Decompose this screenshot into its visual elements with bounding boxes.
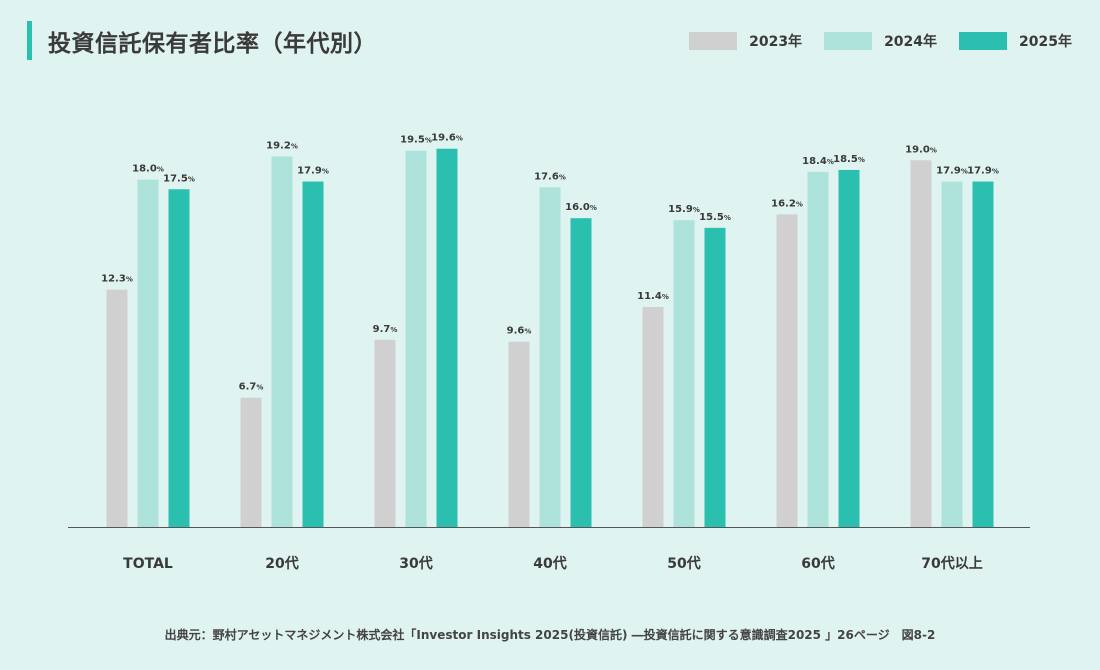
data-label: 17.6%	[534, 171, 566, 182]
data-label: 17.9%	[936, 166, 968, 177]
data-label: 17.9%	[967, 166, 999, 177]
data-label: 6.7%	[239, 382, 264, 393]
bar-2023年-70代以上	[910, 160, 932, 528]
data-label: 11.4%	[637, 291, 669, 302]
bar-2023年-50代	[642, 306, 664, 527]
x-tick-label: 30代	[399, 555, 432, 572]
bar-2025年-50代	[704, 227, 726, 527]
legend-item-2025: 2025年	[959, 31, 1072, 51]
legend-label: 2025年	[1019, 34, 1072, 50]
bar-2023年-TOTAL	[106, 289, 128, 527]
bar-2024年-50代	[673, 220, 695, 527]
bar-2024年-20代	[271, 156, 293, 527]
data-label: 17.5%	[163, 173, 195, 184]
x-tick-label: 40代	[533, 555, 566, 572]
bar-2024年-60代	[807, 171, 829, 527]
bar-2024年-TOTAL	[137, 179, 159, 527]
legend-label: 2023年	[749, 34, 803, 50]
x-tick-label: 50代	[667, 555, 700, 572]
data-label: 16.0%	[565, 202, 597, 213]
bar-2025年-70代以上	[972, 181, 994, 527]
data-label: 19.2%	[266, 140, 298, 151]
data-label: 19.6%	[431, 133, 463, 144]
data-label: 15.9%	[668, 204, 700, 215]
x-tick-label: 60代	[801, 555, 834, 572]
bar-2025年-20代	[302, 181, 324, 527]
x-tick-label: TOTAL	[123, 556, 173, 572]
data-label: 16.2%	[771, 198, 803, 209]
bar-2023年-40代	[508, 341, 530, 527]
source-note: 出典元：野村アセットマネジメント株式会社「Investor Insights 2…	[164, 628, 936, 642]
data-label: 18.5%	[833, 154, 865, 165]
data-label: 15.5%	[699, 212, 731, 223]
bar-2025年-40代	[570, 218, 592, 527]
bar-2023年-30代	[374, 339, 396, 527]
data-label: 19.5%	[400, 135, 432, 146]
data-label: 12.3%	[101, 274, 133, 285]
legend-label: 2024年	[884, 34, 938, 50]
legend: 2023年 2024年 2025年	[667, 31, 1072, 51]
legend-item-2024: 2024年	[824, 31, 937, 51]
data-label: 18.0%	[132, 164, 164, 175]
bar-2024年-70代以上	[941, 181, 963, 527]
x-tick-label: 70代以上	[921, 555, 982, 572]
bar-2024年-40代	[539, 187, 561, 527]
data-label: 17.9%	[297, 166, 329, 177]
data-label: 19.0%	[905, 144, 937, 155]
bar-2024年-30代	[405, 150, 427, 527]
bar-2025年-30代	[436, 148, 458, 527]
bar-2025年-60代	[838, 169, 860, 527]
legend-swatch	[824, 32, 873, 50]
bar-2025年-TOTAL	[168, 189, 190, 527]
legend-swatch	[689, 32, 738, 50]
data-label: 9.7%	[373, 324, 398, 335]
chart-title: 投資信託保有者比率（年代別）	[48, 31, 377, 57]
legend-swatch	[959, 32, 1008, 50]
bar-2023年-20代	[240, 397, 262, 527]
title-accent-bar	[27, 21, 32, 60]
bar-2023年-60代	[776, 214, 798, 527]
legend-item-2023: 2023年	[689, 31, 802, 51]
x-tick-label: 20代	[265, 555, 298, 572]
data-label: 9.6%	[507, 326, 532, 337]
data-label: 18.4%	[802, 156, 834, 167]
